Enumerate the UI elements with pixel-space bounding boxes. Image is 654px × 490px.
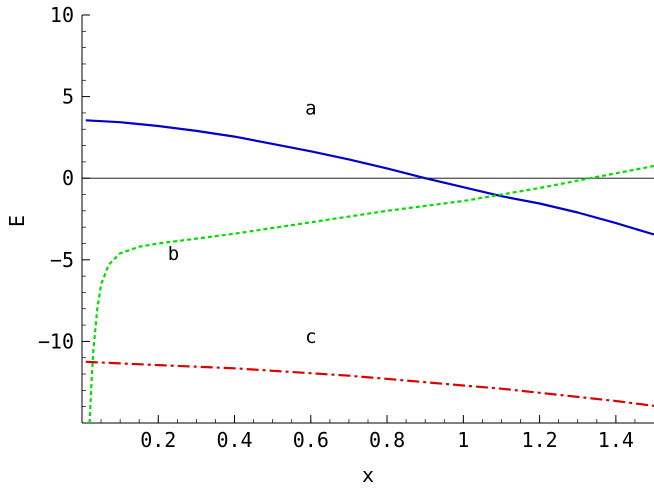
x-tick-label: 1 xyxy=(457,428,469,452)
curve-label-c: c xyxy=(305,326,316,348)
curve-label-a: a xyxy=(305,98,316,120)
x-axis-title: x xyxy=(362,463,374,487)
x-tick-label: 1.4 xyxy=(598,428,634,452)
y-tick-label: −10 xyxy=(38,329,74,353)
plot-area xyxy=(81,15,654,424)
labels: a b c xyxy=(168,98,317,348)
x-tick-label: 1.2 xyxy=(522,428,558,452)
x-tick-label: 0.2 xyxy=(140,428,176,452)
curves xyxy=(85,119,654,424)
ticks: 10 5 0 −5 −10 0.2 0.4 0.6 0.8 1 1.2 1.4 xyxy=(38,3,636,452)
x-tick-label: 0.4 xyxy=(216,428,252,452)
x-tick-label: 0.8 xyxy=(369,428,405,452)
y-tick-label: 10 xyxy=(50,3,74,27)
x-tick-label: 0.6 xyxy=(293,428,329,452)
series-a-line xyxy=(85,119,654,236)
series-b-line xyxy=(88,164,654,424)
y-tick-label: 0 xyxy=(62,166,74,190)
y-tick-label: 5 xyxy=(62,85,74,109)
y-axis-title: E xyxy=(5,215,29,227)
series-c-line xyxy=(85,360,654,407)
y-tick-label: −5 xyxy=(50,248,74,272)
curve-label-b: b xyxy=(168,243,179,265)
